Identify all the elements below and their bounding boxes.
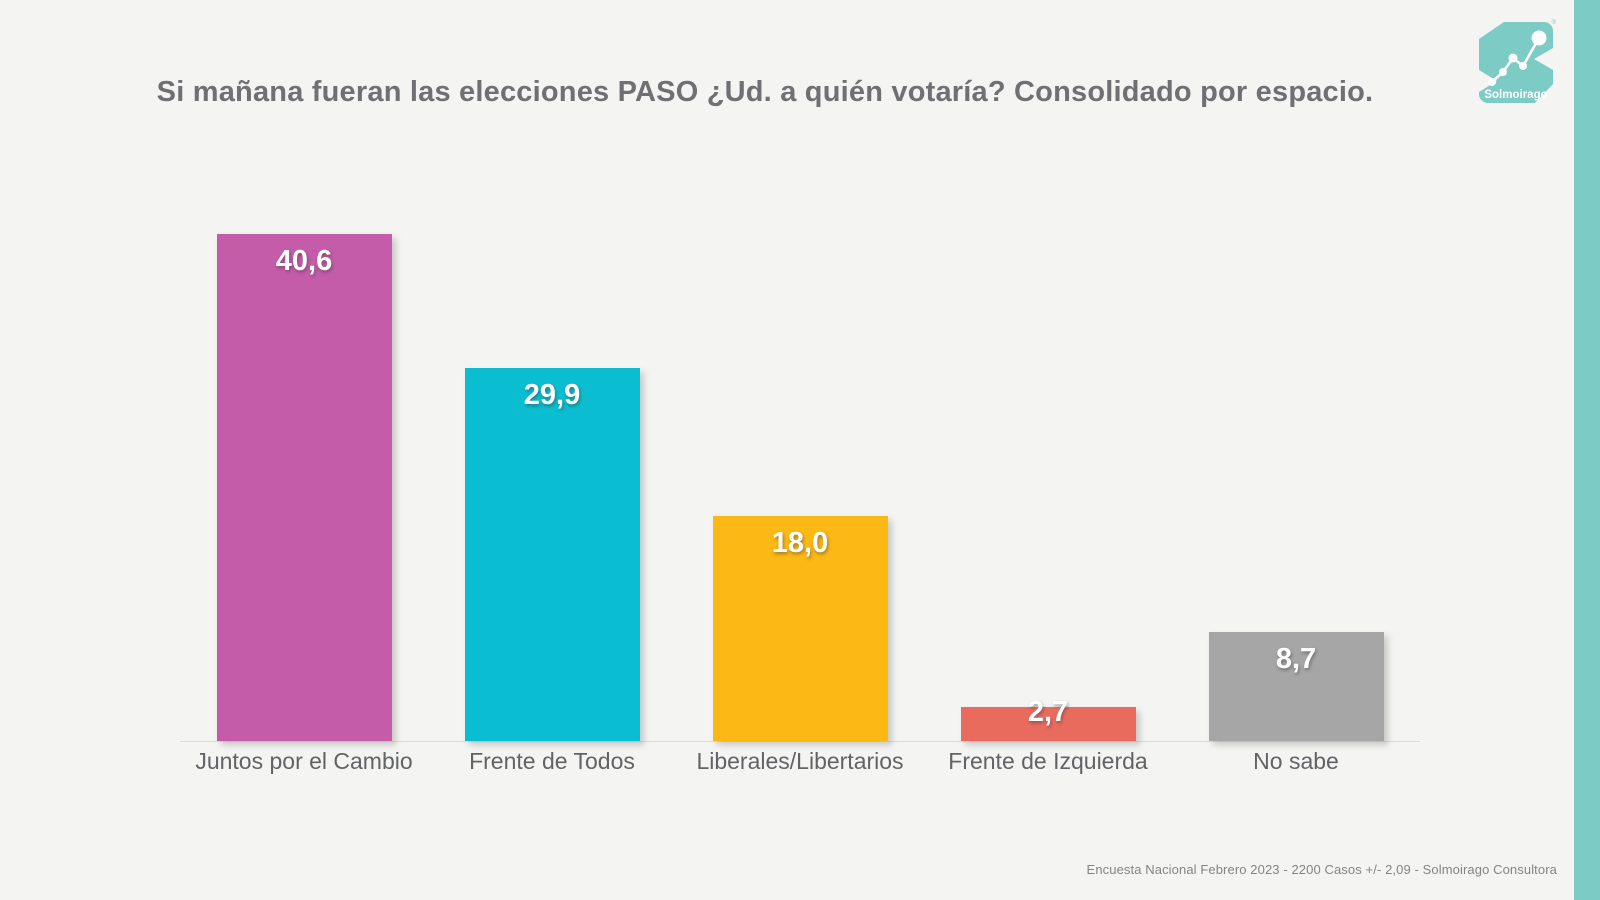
category-label-no-sabe: No sabe	[1253, 748, 1339, 774]
source-note: Encuesta Nacional Febrero 2023 - 2200 Ca…	[1086, 862, 1557, 877]
category-label-juntos-por-el-cambio: Juntos por el Cambio	[195, 748, 413, 774]
category-axis: Juntos por el Cambio Frente de Todos Liber…	[180, 748, 1420, 775]
bar-frente-de-todos: 29,9	[464, 368, 640, 741]
bar-value-label: 2,7	[1027, 696, 1069, 728]
bar-value-label: 40,6	[275, 245, 333, 277]
bar-cell-juntos-por-el-cambio: 40,6	[180, 234, 428, 741]
bar-value-label: 29,9	[523, 379, 581, 411]
logo-chart-icon: Solmoirago ®	[1479, 19, 1557, 103]
bar-frente-de-izquierda: 2,7	[960, 696, 1136, 741]
chart-title: Si mañana fueran las elecciones PASO ¿Ud…	[156, 76, 1374, 108]
accent-strip	[1574, 0, 1600, 900]
bar-cell-liberales-libertarios: 18,0	[676, 235, 924, 741]
category-label-liberales-libertarios: Liberales/Libertarios	[696, 748, 904, 774]
bar-cell-frente-de-todos: 29,9	[428, 235, 676, 741]
bar-cell-frente-de-izquierda: 2,7	[924, 235, 1172, 741]
logo-wordmark: Solmoirago	[1484, 89, 1547, 101]
bar-no-sabe: 8,7	[1208, 632, 1384, 741]
bar-liberales-libertarios: 18,0	[712, 516, 888, 741]
bar-value-label: 8,7	[1275, 643, 1317, 675]
solmoirago-logo: Solmoirago ®	[1478, 18, 1558, 106]
registered-mark: ®	[1552, 19, 1557, 26]
category-label-frente-de-izquierda: Frente de Izquierda	[948, 748, 1148, 774]
bar-cell-no-sabe: 8,7	[1172, 235, 1420, 741]
bar-juntos-por-el-cambio: 40,6	[216, 234, 392, 741]
bar-chart-plot-area: 40,6 29,9 18,0 2,7 8,7	[180, 234, 1420, 742]
category-label-frente-de-todos: Frente de Todos	[469, 748, 635, 774]
bar-value-label: 18,0	[771, 527, 829, 559]
